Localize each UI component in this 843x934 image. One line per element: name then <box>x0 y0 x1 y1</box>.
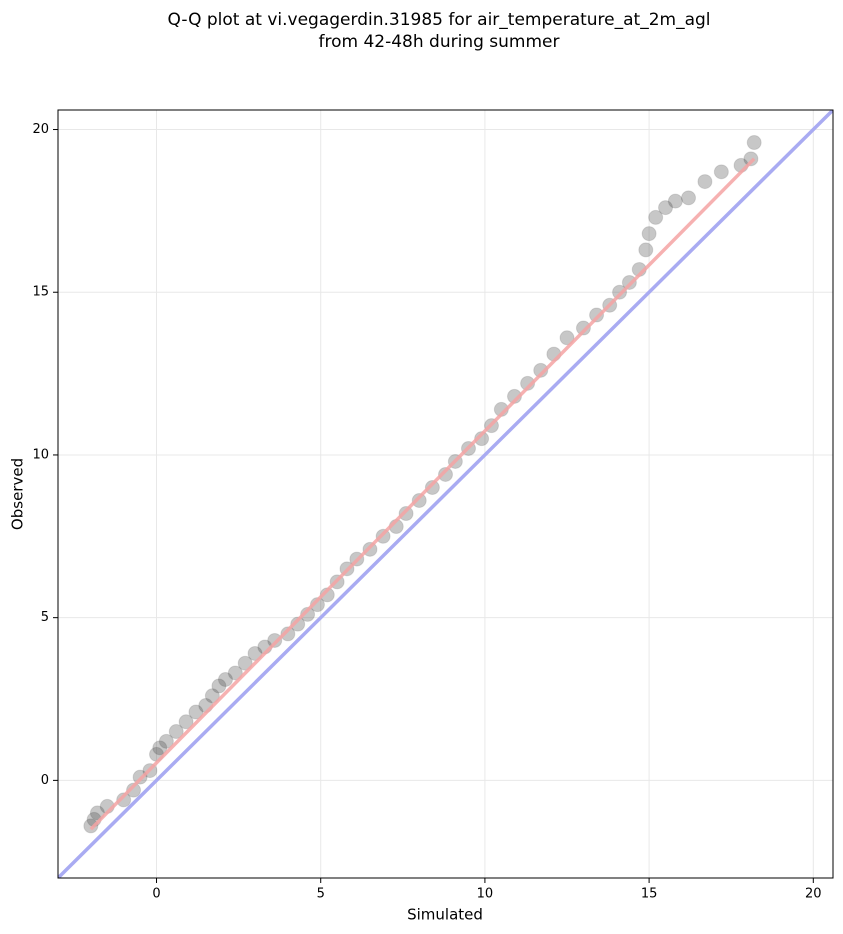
y-tick-label: 15 <box>32 285 49 300</box>
point <box>217 671 233 687</box>
point <box>589 307 605 323</box>
plot-area <box>58 110 833 878</box>
reference-line <box>58 110 833 878</box>
point <box>267 632 283 648</box>
point <box>89 805 105 821</box>
point <box>658 200 674 216</box>
point <box>411 493 427 509</box>
point <box>424 479 440 495</box>
point <box>641 226 657 242</box>
point <box>533 362 549 378</box>
point <box>168 724 184 740</box>
point <box>211 678 227 694</box>
point <box>648 209 664 225</box>
y-tick-label: 5 <box>41 610 49 625</box>
point <box>743 151 759 167</box>
chart-title: Q-Q plot at vi.vegagerdin.31985 for air_… <box>167 10 710 30</box>
x-tick-label: 15 <box>641 887 658 902</box>
point <box>204 688 220 704</box>
fit-line <box>89 157 756 831</box>
point <box>612 284 628 300</box>
point <box>398 506 414 522</box>
x-axis-label: Simulated <box>407 906 483 924</box>
point <box>309 597 325 613</box>
point <box>300 606 316 622</box>
point <box>681 190 697 206</box>
y-tick-label: 20 <box>32 122 49 137</box>
x-tick-label: 10 <box>477 887 494 902</box>
point <box>247 645 263 661</box>
x-tick-label: 20 <box>805 887 822 902</box>
axes-frame <box>57 109 834 879</box>
chart-subtitle: from 42-48h during summer <box>319 32 560 52</box>
x-tick-label: 0 <box>152 887 160 902</box>
point <box>559 330 575 346</box>
y-tick-label: 10 <box>32 447 49 462</box>
point <box>83 818 99 834</box>
point <box>638 242 654 258</box>
point <box>290 616 306 632</box>
point <box>575 320 591 336</box>
x-tick-label: 5 <box>317 887 325 902</box>
point <box>116 792 132 808</box>
point <box>438 466 453 482</box>
point <box>280 626 296 642</box>
y-tick-label: 0 <box>41 773 49 788</box>
point <box>474 431 490 447</box>
point <box>237 655 253 671</box>
point <box>158 733 174 749</box>
point <box>126 782 142 798</box>
point <box>746 135 762 151</box>
point <box>713 164 729 180</box>
point <box>188 704 204 720</box>
point <box>227 665 243 681</box>
grid <box>58 110 833 878</box>
point <box>520 375 536 391</box>
point <box>178 714 194 730</box>
y-axis-label: Observed <box>9 458 27 530</box>
point <box>697 174 713 190</box>
point <box>667 193 683 209</box>
point <box>152 740 168 756</box>
